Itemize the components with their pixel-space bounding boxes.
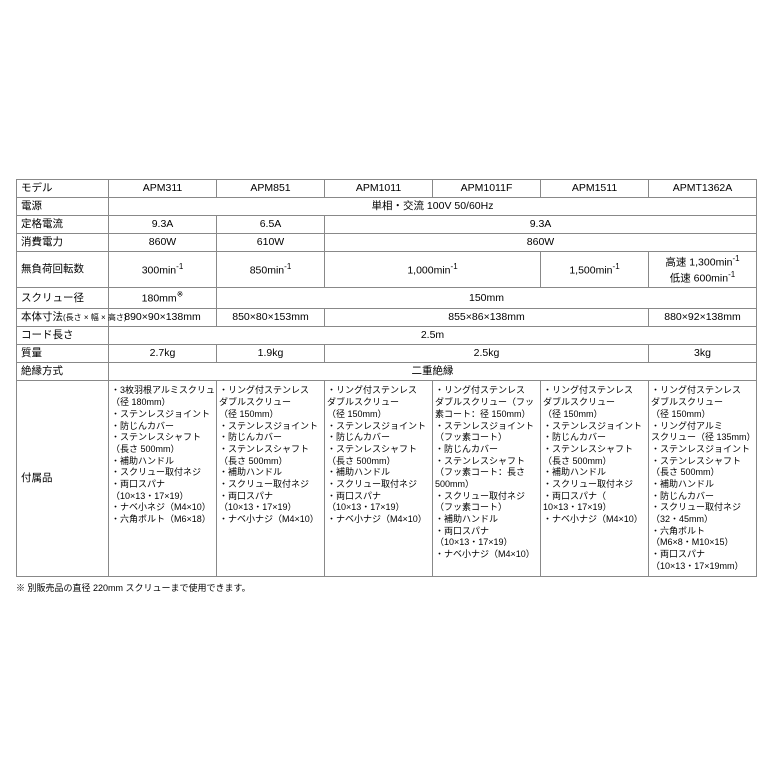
dim-6: 880×92×138mm (649, 308, 757, 326)
mass-6: 3kg (649, 345, 757, 363)
ns-3-4: 1,000min-1 (325, 252, 541, 288)
dim-1: 890×90×138mm (109, 308, 217, 326)
mass-2: 1.9kg (217, 345, 325, 363)
pc-1: 860W (109, 233, 217, 251)
label-noload-speed: 無負荷回転数 (17, 252, 109, 288)
acc-3: ・リング付ステンレスダブルスクリュー（径 150mm）・ステンレスジョイント・防… (325, 381, 433, 577)
sd-1: 180mm※ (109, 288, 217, 309)
pc-2: 610W (217, 233, 325, 251)
model-3: APM1011 (325, 179, 433, 197)
acc-1: ・3枚羽根アルミスクリュー（径 180mm）・ステンレスジョイント・防じんカバー… (109, 381, 217, 577)
acc-5: ・リング付ステンレスダブルスクリュー（径 150mm）・ステンレスジョイント・防… (541, 381, 649, 577)
row-power-source: 電源 単相・交流 100V 50/60Hz (17, 197, 757, 215)
pc-3-6: 860W (325, 233, 757, 251)
rc-3-6: 9.3A (325, 215, 757, 233)
ns-5: 1,500min-1 (541, 252, 649, 288)
label-insulation: 絶縁方式 (17, 363, 109, 381)
ns-2: 850min-1 (217, 252, 325, 288)
label-dimensions: 本体寸法(長さ × 幅 × 高さ) (17, 308, 109, 326)
dim-3-5: 855×86×138mm (325, 308, 649, 326)
mass-3-5: 2.5kg (325, 345, 649, 363)
row-mass: 質量 2.7kg 1.9kg 2.5kg 3kg (17, 345, 757, 363)
model-5: APM1511 (541, 179, 649, 197)
acc-4: ・リング付ステンレスダブルスクリュー（フッ素コート：径 150mm）・ステンレス… (433, 381, 541, 577)
val-insulation: 二重絶縁 (109, 363, 757, 381)
ns-6: 高速 1,300min-1低速 600min-1 (649, 252, 757, 288)
spec-table: モデル APM311 APM851 APM1011 APM1011F APM15… (16, 179, 757, 578)
row-screw-diameter: スクリュー径 180mm※ 150mm (17, 288, 757, 309)
row-accessories: 付属品 ・3枚羽根アルミスクリュー（径 180mm）・ステンレスジョイント・防じ… (17, 381, 757, 577)
sd-2-6: 150mm (217, 288, 757, 309)
label-accessories: 付属品 (17, 381, 109, 577)
label-screw-diameter: スクリュー径 (17, 288, 109, 309)
model-6: APMT1362A (649, 179, 757, 197)
label-power-source: 電源 (17, 197, 109, 215)
dim-2: 850×80×153mm (217, 308, 325, 326)
ns-1: 300min-1 (109, 252, 217, 288)
model-4: APM1011F (433, 179, 541, 197)
label-rated-current: 定格電流 (17, 215, 109, 233)
label-mass: 質量 (17, 345, 109, 363)
row-model: モデル APM311 APM851 APM1011 APM1011F APM15… (17, 179, 757, 197)
val-cord-length: 2.5m (109, 327, 757, 345)
label-power-consumption: 消費電力 (17, 233, 109, 251)
row-rated-current: 定格電流 9.3A 6.5A 9.3A (17, 215, 757, 233)
footnote: ※ 別販売品の直径 220mm スクリューまで使用できます。 (16, 581, 757, 594)
label-cord-length: コード長さ (17, 327, 109, 345)
row-cord-length: コード長さ 2.5m (17, 327, 757, 345)
acc-6: ・リング付ステンレスダブルスクリュー（径 150mm）・リング付アルミスクリュー… (649, 381, 757, 577)
mass-1: 2.7kg (109, 345, 217, 363)
rc-1: 9.3A (109, 215, 217, 233)
acc-2: ・リング付ステンレスダブルスクリュー（径 150mm）・ステンレスジョイント・防… (217, 381, 325, 577)
rc-2: 6.5A (217, 215, 325, 233)
row-dimensions: 本体寸法(長さ × 幅 × 高さ) 890×90×138mm 850×80×15… (17, 308, 757, 326)
val-power-source: 単相・交流 100V 50/60Hz (109, 197, 757, 215)
row-noload-speed: 無負荷回転数 300min-1 850min-1 1,000min-1 1,50… (17, 252, 757, 288)
label-model: モデル (17, 179, 109, 197)
model-1: APM311 (109, 179, 217, 197)
row-power-consumption: 消費電力 860W 610W 860W (17, 233, 757, 251)
row-insulation: 絶縁方式 二重絶縁 (17, 363, 757, 381)
model-2: APM851 (217, 179, 325, 197)
